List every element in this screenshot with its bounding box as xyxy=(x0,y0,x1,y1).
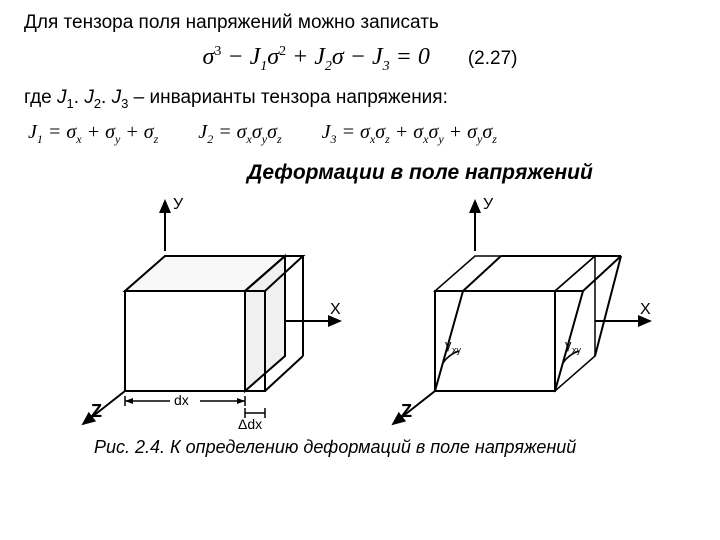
svg-text:xy: xy xyxy=(452,345,462,355)
svg-text:Δdx: Δdx xyxy=(238,416,262,431)
figure-caption: Рис. 2.4. К определению деформаций в пол… xyxy=(94,437,614,458)
svg-text:У: У xyxy=(483,196,494,213)
where-suffix: – инварианты тензора напряжения: xyxy=(128,87,448,108)
intro-text: Для тензора поля напряжений можно записа… xyxy=(24,12,696,34)
eq-sigma2a: σ xyxy=(267,44,279,70)
svg-text:X: X xyxy=(330,301,341,318)
invariants-row: J1 = σx + σy + σz J2 = σxσyσz J3 = σxσz … xyxy=(28,121,696,147)
svg-text:dx: dx xyxy=(174,392,189,408)
eq-minus2: − xyxy=(350,44,372,70)
invariant-3: J3 = σxσz + σxσy + σyσz xyxy=(322,121,497,147)
svg-text:γ: γ xyxy=(565,337,572,352)
svg-text:xy: xy xyxy=(572,345,582,355)
eq-plus: + xyxy=(292,44,314,70)
eq-j3sub: 3 xyxy=(383,59,390,74)
cube-left: У X Z dx Δdx xyxy=(55,191,355,431)
eq-sigma: σ xyxy=(203,44,215,70)
section-title: Деформации в поле напряжений xyxy=(144,161,696,185)
eq-j1: J xyxy=(250,44,261,70)
main-equation: σ3 − J1σ2 + J2σ − J3 = 0 xyxy=(203,44,430,75)
equation-row: σ3 − J1σ2 + J2σ − J3 = 0 (2.27) xyxy=(24,44,696,75)
where-j3: J xyxy=(112,87,122,108)
where-j2sub: 2 xyxy=(94,96,101,111)
cube-right: У γ xy γ xy X Z xyxy=(365,191,665,431)
svg-text:γ: γ xyxy=(445,337,452,352)
equation-number: (2.27) xyxy=(468,48,518,70)
svg-text:Z: Z xyxy=(401,401,412,421)
where-j1sub: 1 xyxy=(67,96,74,111)
eq-j2: J xyxy=(314,44,325,70)
where-text: где J1. J2. J3 – инварианты тензора напр… xyxy=(24,87,696,111)
svg-text:У: У xyxy=(173,196,184,213)
eq-sup3: 3 xyxy=(214,44,221,59)
where-j1: J xyxy=(57,87,67,108)
where-j2: J xyxy=(84,87,94,108)
where-dot1: . xyxy=(74,87,85,108)
eq-j3: J xyxy=(372,44,383,70)
svg-text:X: X xyxy=(640,301,651,318)
eq-equals: = 0 xyxy=(396,44,430,70)
invariant-1: J1 = σx + σy + σz xyxy=(28,121,158,147)
where-prefix: где xyxy=(24,87,57,108)
eq-sigma2b: σ xyxy=(332,44,344,70)
eq-sup2: 2 xyxy=(279,44,286,59)
eq-minus1: − xyxy=(227,44,249,70)
svg-text:Z: Z xyxy=(91,401,102,421)
where-dot2: . xyxy=(101,87,112,108)
invariant-2: J2 = σxσyσz xyxy=(198,121,281,147)
figure-area: У X Z dx Δdx xyxy=(24,191,696,431)
eq-j2sub: 2 xyxy=(325,59,332,74)
